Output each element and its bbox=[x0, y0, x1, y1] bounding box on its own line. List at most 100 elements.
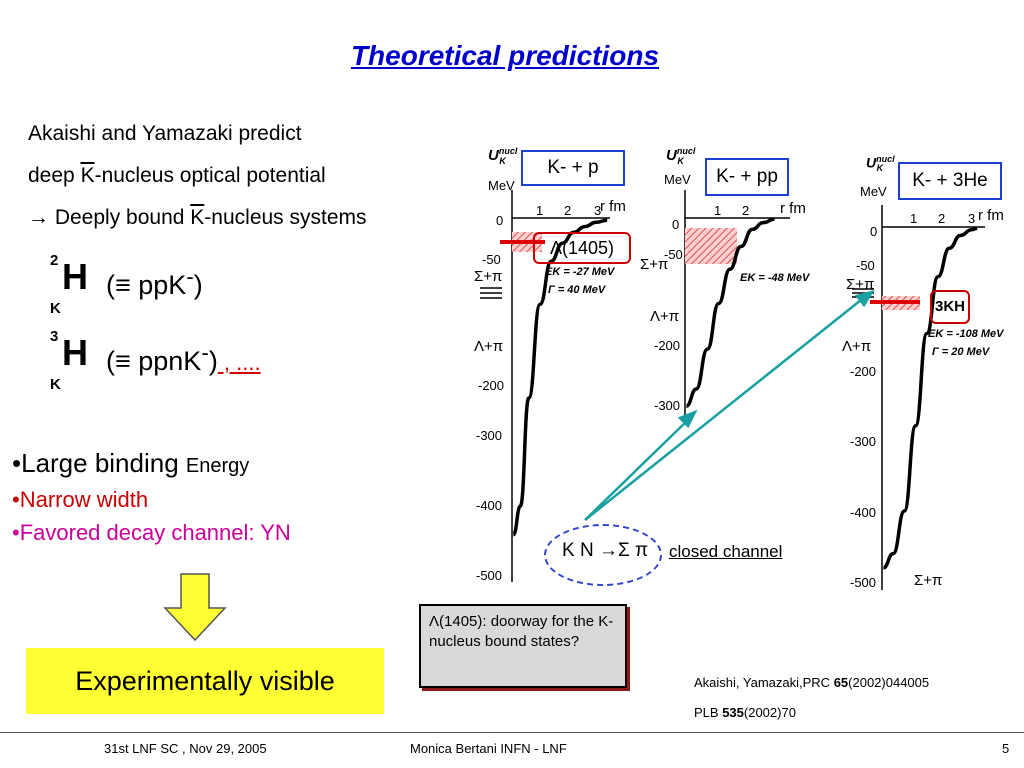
chart-2-box-label: K- + pp bbox=[705, 158, 789, 196]
reference-2-journal: PLB bbox=[694, 705, 723, 720]
chart-3-ytick-200: -200 bbox=[850, 364, 877, 379]
chart-1-ytick-300: -300 bbox=[476, 428, 503, 443]
intro-line-3-kbar: K bbox=[190, 206, 205, 229]
intro-line-3: → Deeply bound K-nucleus systems bbox=[28, 206, 367, 230]
experimentally-visible-box: Experimentally visible bbox=[26, 648, 384, 714]
chart-3-ytick-400: -400 bbox=[850, 505, 877, 520]
formula-ppnk: 3 K H (≡ ppnK-) , .... bbox=[48, 326, 368, 396]
bullet-1-main: •Large binding bbox=[12, 448, 186, 478]
chart-2-width-band bbox=[685, 228, 737, 264]
teal-arrow-1-head bbox=[677, 409, 698, 429]
intro-line-3-post: -nucleus systems bbox=[204, 206, 367, 229]
chart-3-hypernucleus-box: 3KH bbox=[930, 290, 970, 324]
doorway-note-box: Λ(1405): doorway for the K-nucleus bound… bbox=[419, 604, 627, 688]
intro-line-1: Akaishi and Yamazaki predict bbox=[28, 122, 302, 145]
chart-3-ylabel-u: U bbox=[866, 154, 877, 171]
chart-3-xtick-1: 1 bbox=[910, 211, 918, 226]
bullet-decay-channel: •Favored decay channel: YN bbox=[12, 520, 291, 545]
chart-1-ylabel: UnuclK bbox=[488, 146, 517, 166]
chart-3-ytick-50: -50 bbox=[856, 258, 875, 273]
teal-arrows bbox=[584, 289, 875, 521]
formula-2-text: (≡ ppnK-) , .... bbox=[106, 340, 261, 377]
chart-2-ylabel-sup: nucl bbox=[676, 146, 696, 156]
bullet-large-binding: •Large binding Energy bbox=[12, 448, 249, 479]
formula-1-rest: (≡ ppK bbox=[106, 270, 187, 300]
chart-1-ytick-500: -500 bbox=[476, 568, 503, 583]
footer-center: Monica Bertani INFN - LNF bbox=[410, 741, 567, 756]
reference-1-authors: Akaishi, Yamazaki,PRC bbox=[694, 675, 834, 690]
reference-2-volume: 535 bbox=[722, 705, 744, 720]
chart-3-potential-curve bbox=[882, 226, 978, 570]
chart-3-xtick-2: 2 bbox=[938, 211, 946, 226]
chart-2-ylabel: UnuclK bbox=[666, 146, 695, 166]
formula-2-minus: - bbox=[201, 340, 209, 365]
formula-2-rest: (≡ ppnK bbox=[106, 346, 202, 376]
formula-2-sub-k: K bbox=[50, 376, 61, 393]
chart-2-ek-text: EK = -48 MeV bbox=[740, 272, 810, 284]
chart-3-yunit: MeV bbox=[860, 184, 887, 199]
chart-3-gamma-text: Γ = 20 MeV bbox=[932, 346, 990, 358]
chart-2-ytick-300: -300 bbox=[654, 398, 681, 413]
footer-divider bbox=[0, 732, 1024, 733]
chart-3-box-label: K- + 3He bbox=[898, 162, 1002, 200]
chart-1-xlabel: r fm bbox=[600, 198, 626, 215]
chart-1-ylabel-sub: K bbox=[499, 156, 506, 166]
bullet-narrow-width: •Narrow width bbox=[12, 487, 149, 512]
reference-1-volume: 65 bbox=[833, 675, 849, 690]
chart-2-threshold-sigma-pi: Σ+π bbox=[640, 256, 669, 273]
chart-kpp bbox=[684, 190, 790, 420]
reference-1-year: (2002)044005 bbox=[848, 675, 930, 690]
chart-1-ytick-0: 0 bbox=[496, 213, 504, 228]
chart-1-ytick-50: -50 bbox=[482, 252, 501, 267]
formula-1-text: (≡ ppK-) bbox=[106, 264, 203, 301]
chart-1-xtick-3: 3 bbox=[594, 203, 602, 218]
chart-1-yunit: MeV bbox=[488, 178, 515, 193]
chart-k3he bbox=[870, 205, 985, 590]
chart-1-ylabel-u: U bbox=[488, 147, 499, 164]
chart-2-threshold-lambda-pi: Λ+π bbox=[650, 308, 680, 325]
reference-1: Akaishi, Yamazaki,PRC 65(2002)044005 bbox=[694, 675, 929, 690]
intro-line-2-kbar: K bbox=[80, 164, 95, 187]
decay-channel-ellipse bbox=[544, 524, 662, 586]
formula-2-h: H bbox=[62, 332, 88, 373]
formula-1-minus: - bbox=[186, 264, 194, 289]
chart-1-threshold-sigma-pi: Σ+π bbox=[474, 268, 503, 285]
chart-2-ylabel-u: U bbox=[666, 147, 677, 164]
chart-2-yunit: MeV bbox=[664, 172, 691, 187]
intro-line-2-post: -nucleus optical potential bbox=[94, 164, 326, 187]
formula-1-h: H bbox=[62, 256, 88, 297]
decay-closed-channel: closed channel bbox=[669, 542, 783, 561]
footer-left: 31st LNF SC , Nov 29, 2005 bbox=[104, 741, 267, 756]
chart-1-level-label: Λ(1405) bbox=[549, 238, 615, 258]
chart-2-ytick-50: -50 bbox=[664, 247, 683, 262]
chart-3-level-label: 3KH bbox=[934, 298, 965, 315]
chart-1-ytick-400: -400 bbox=[476, 498, 503, 513]
teal-arrow-2-head bbox=[854, 289, 875, 308]
formula-1-sub-k: K bbox=[50, 300, 61, 317]
intro-line-2: deep K-nucleus optical potential bbox=[28, 164, 326, 188]
intro-line-2-pre: deep bbox=[28, 164, 81, 187]
reference-2-year: (2002)70 bbox=[743, 705, 796, 720]
reference-2: PLB 535(2002)70 bbox=[694, 705, 796, 720]
chart-3-threshold-sigma-pi-bottom: Σ+π bbox=[914, 572, 943, 589]
chart-2-ytick-0: 0 bbox=[672, 217, 680, 232]
intro-line-3-pre: → Deeply bound bbox=[28, 206, 191, 229]
chart-1-xtick-1: 1 bbox=[536, 203, 544, 218]
chart-3-xtick-3: 3 bbox=[968, 211, 976, 226]
formula-1-close: ) bbox=[193, 270, 203, 300]
chart-3-ytick-0: 0 bbox=[870, 224, 878, 239]
teal-arrow-2 bbox=[584, 295, 867, 521]
teal-arrow-1 bbox=[584, 417, 691, 521]
bullet-1-energy: Energy bbox=[185, 455, 250, 477]
chart-1-ek-text: EK = -27 MeV bbox=[545, 266, 615, 278]
chart-1-threshold-lambda-pi: Λ+π bbox=[474, 338, 504, 355]
formula-2-close: ) bbox=[208, 346, 218, 376]
chart-1-ytick-200: -200 bbox=[478, 378, 505, 393]
potential-charts bbox=[480, 190, 985, 590]
footer-page-number: 5 bbox=[1002, 741, 1010, 756]
chart-2-xtick-1: 1 bbox=[714, 203, 722, 218]
chart-1-ylabel-sup: nucl bbox=[498, 146, 518, 156]
decay-formula: K N →Σ π bbox=[562, 540, 649, 561]
chart-1-box-label: K- + p bbox=[521, 150, 625, 186]
formula-1-mass-number: 2 bbox=[50, 252, 59, 269]
